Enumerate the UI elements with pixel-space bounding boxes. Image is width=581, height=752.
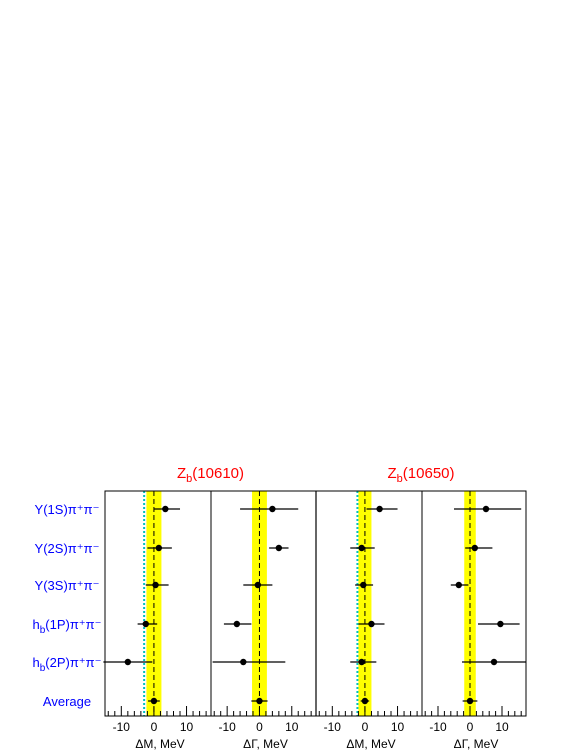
data-point [162, 505, 169, 513]
data-point [497, 620, 504, 628]
row-label: hb(2P)π⁺π⁻ [32, 655, 101, 674]
tick-label: 10 [285, 720, 299, 734]
tick-label: -10 [429, 720, 447, 734]
x-axis-label: ΔM, MeV [135, 737, 184, 751]
data-point [256, 697, 263, 705]
tick-label: 10 [495, 720, 509, 734]
data-point [466, 697, 474, 705]
data-point [360, 581, 367, 589]
data-point [240, 658, 247, 666]
data-point [150, 697, 158, 705]
data-point [152, 581, 159, 589]
data-point [269, 505, 276, 513]
lines-layer [143, 491, 471, 716]
tick-label: 0 [467, 720, 474, 734]
data-point [361, 697, 369, 705]
data-point [124, 658, 132, 666]
group-title: Zb(10610) [177, 465, 244, 485]
data-point [275, 544, 283, 552]
tick-label: 0 [362, 720, 369, 734]
x-axis-label: ΔΓ, MeV [243, 737, 288, 751]
group-title: Zb(10650) [388, 465, 455, 485]
data-point [490, 658, 498, 666]
tick-label: 10 [180, 720, 194, 734]
data-point [358, 544, 365, 552]
points-layer [103, 505, 526, 705]
tick-label: -10 [113, 720, 131, 734]
data-point [471, 544, 478, 552]
row-label: Υ(1S)π⁺π⁻ [35, 502, 100, 517]
frame-layer [104, 490, 527, 717]
bands-layer [146, 491, 476, 716]
data-point [358, 658, 365, 666]
data-point [368, 620, 375, 628]
data-point [142, 620, 149, 628]
tick-label: 10 [391, 720, 405, 734]
data-point [455, 581, 462, 589]
tick-label: -10 [218, 720, 236, 734]
x-axis-label: ΔΓ, MeV [454, 737, 499, 751]
data-point [233, 620, 241, 628]
tick-label: 0 [256, 720, 263, 734]
row-label: Average [43, 694, 91, 709]
row-label: Υ(2S)π⁺π⁻ [35, 541, 100, 556]
row-label: hb(1P)π⁺π⁻ [32, 617, 101, 636]
data-point [155, 544, 163, 552]
tick-label: -10 [324, 720, 342, 734]
tick-label: 0 [151, 720, 158, 734]
data-point [254, 581, 262, 589]
data-point [482, 505, 490, 513]
ticks-layer [107, 706, 522, 716]
data-point [376, 505, 383, 513]
row-label: Υ(3S)π⁺π⁻ [35, 578, 100, 593]
x-axis-label: ΔM, MeV [346, 737, 395, 751]
